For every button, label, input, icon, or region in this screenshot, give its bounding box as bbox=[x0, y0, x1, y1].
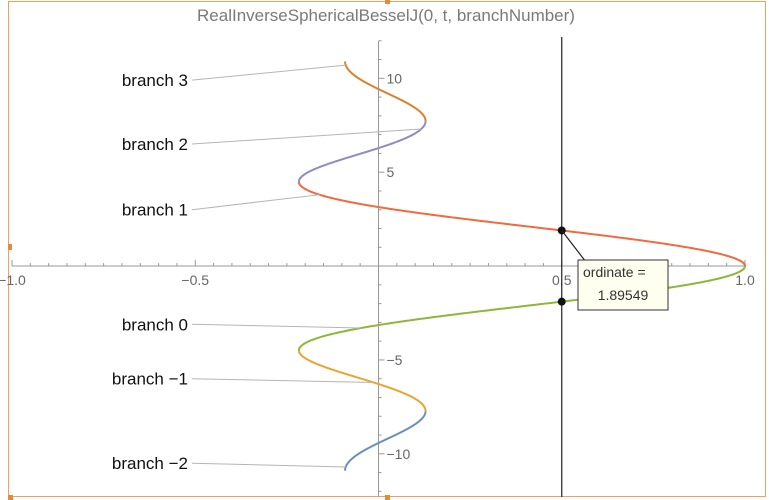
branch-leader-line bbox=[191, 194, 320, 211]
branch-curves bbox=[297, 61, 746, 471]
branch-curve bbox=[297, 350, 427, 412]
branch-leader-line bbox=[191, 64, 346, 81]
chart-title: RealInverseSphericalBesselJ(0, t, branch… bbox=[197, 6, 575, 25]
branch-label: branch 3 bbox=[122, 71, 188, 90]
y-tick-label: −10 bbox=[387, 446, 411, 462]
branch-curve bbox=[297, 120, 427, 182]
branch-label: branch −2 bbox=[112, 454, 188, 473]
branch-leader-line bbox=[191, 378, 374, 383]
branch-labels: branch 3 branch 2 branch 1 branch 0 branch −… bbox=[112, 71, 188, 473]
ordinate-annotation: ordinate = 1.89549 bbox=[557, 37, 669, 497]
selection-handle-bottom-middle[interactable] bbox=[385, 495, 390, 500]
branch-label: branch 0 bbox=[122, 315, 188, 334]
branch-curve bbox=[297, 265, 746, 351]
branch-label-leaders bbox=[191, 64, 422, 468]
y-tick-label: −5 bbox=[387, 352, 403, 368]
x-tick-label: −1.0 bbox=[0, 272, 26, 288]
probe-point bbox=[557, 297, 566, 306]
branch-label: branch 2 bbox=[122, 135, 188, 154]
y-tick-label: 5 bbox=[387, 164, 395, 180]
y-tick-label: 10 bbox=[387, 70, 403, 86]
x-tick-label: 1.0 bbox=[735, 272, 755, 288]
branch-curve bbox=[297, 181, 746, 267]
tooltip-title: ordinate = bbox=[583, 264, 646, 280]
branch-curve bbox=[344, 411, 427, 471]
tooltip-pointer bbox=[561, 230, 587, 263]
branch-leader-line bbox=[191, 462, 346, 468]
branch-leader-line bbox=[191, 128, 422, 145]
tooltip-box bbox=[577, 259, 669, 311]
selection-handle-bottom-left[interactable] bbox=[8, 495, 13, 500]
selection-handle-left-middle[interactable] bbox=[8, 244, 12, 250]
branch-curve bbox=[344, 61, 427, 122]
branch-label: branch −1 bbox=[112, 370, 188, 389]
x-tick-label: −0.5 bbox=[181, 272, 209, 288]
branch-leader-line bbox=[191, 323, 361, 329]
branch-label: branch 1 bbox=[122, 201, 188, 220]
selection-handle-top-middle[interactable] bbox=[385, 0, 390, 4]
tooltip-value: 1.89549 bbox=[598, 287, 649, 303]
